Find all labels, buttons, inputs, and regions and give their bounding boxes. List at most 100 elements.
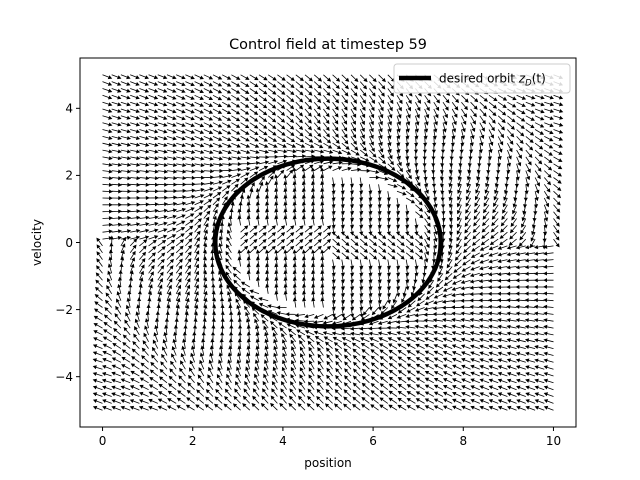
field-arrow — [166, 265, 174, 274]
field-arrow — [466, 184, 471, 194]
field-arrow — [235, 298, 241, 308]
field-arrow — [360, 168, 371, 173]
field-arrow — [461, 364, 471, 370]
field-arrow — [369, 337, 379, 343]
field-arrow — [499, 231, 508, 239]
field-arrow — [224, 388, 232, 397]
field-arrow — [304, 238, 313, 247]
field-arrow — [448, 184, 453, 195]
field-arrow — [553, 122, 564, 127]
field-arrow — [120, 149, 132, 154]
field-arrow — [120, 378, 131, 384]
field-arrow — [113, 320, 122, 329]
field-arrow — [282, 339, 287, 349]
field-arrow — [320, 249, 325, 260]
field-arrow — [258, 245, 267, 254]
field-arrow — [433, 405, 444, 411]
field-arrow — [295, 81, 304, 89]
field-arrow — [516, 163, 521, 174]
field-arrow — [283, 249, 288, 260]
field-arrow — [166, 122, 177, 127]
field-arrow — [105, 292, 113, 301]
field-arrow — [153, 332, 159, 342]
field-arrow — [323, 160, 334, 165]
field-arrow — [249, 129, 259, 136]
field-arrow — [148, 136, 159, 141]
field-arrow — [176, 108, 186, 114]
field-arrow — [260, 403, 269, 411]
field-arrow — [286, 95, 295, 103]
field-arrow — [166, 136, 177, 141]
field-arrow — [120, 108, 131, 114]
field-arrow — [139, 208, 150, 214]
field-arrow — [268, 149, 279, 154]
field-arrow — [286, 136, 296, 143]
field-arrow — [265, 187, 270, 199]
field-arrow — [159, 368, 168, 377]
field-arrow — [497, 371, 508, 377]
field-arrow — [516, 94, 527, 100]
field-arrow — [507, 156, 512, 167]
field-arrow — [124, 319, 131, 329]
field-arrow — [258, 297, 269, 302]
field-arrow — [203, 74, 214, 80]
field-arrow — [449, 211, 454, 222]
field-arrow — [92, 365, 103, 370]
field-arrow — [299, 374, 306, 384]
field-arrow — [433, 344, 444, 349]
field-arrow — [335, 361, 343, 370]
field-arrow — [553, 231, 560, 241]
field-arrow — [435, 279, 444, 288]
field-arrow — [167, 398, 177, 404]
field-arrow — [488, 385, 499, 391]
field-arrow — [397, 370, 407, 377]
field-arrow — [203, 169, 215, 174]
field-arrow — [203, 122, 214, 128]
field-arrow — [101, 371, 112, 377]
field-arrow — [227, 291, 232, 301]
field-arrow — [215, 388, 223, 397]
field-arrow — [473, 211, 481, 220]
field-arrow — [175, 304, 180, 315]
field-arrow — [198, 367, 205, 377]
field-arrow — [306, 335, 315, 343]
field-arrow — [369, 343, 379, 349]
field-arrow — [352, 403, 361, 411]
field-arrow — [185, 304, 190, 315]
field-arrow — [341, 161, 353, 166]
field-arrow — [231, 142, 241, 148]
field-arrow — [507, 129, 515, 138]
field-arrow — [168, 383, 177, 391]
field-arrow — [387, 149, 393, 160]
field-arrow — [308, 353, 315, 363]
field-arrow — [406, 343, 416, 349]
field-arrow — [534, 149, 543, 157]
field-arrow — [166, 115, 177, 121]
field-arrow — [478, 143, 483, 154]
field-arrow — [474, 204, 481, 214]
field-arrow — [176, 220, 186, 226]
field-arrow — [553, 149, 563, 155]
field-arrow — [341, 108, 348, 118]
field-arrow — [140, 362, 149, 370]
field-arrow — [516, 115, 526, 122]
field-arrow — [512, 204, 517, 215]
field-arrow — [524, 331, 536, 336]
field-arrow — [139, 162, 150, 167]
field-arrow — [175, 284, 181, 294]
field-arrow — [340, 259, 345, 270]
field-arrow — [176, 227, 186, 233]
field-arrow — [306, 403, 315, 411]
field-arrow — [543, 365, 554, 370]
field-arrow — [265, 180, 270, 192]
field-arrow — [224, 396, 232, 404]
field-arrow — [543, 385, 554, 391]
field-arrow — [290, 366, 297, 377]
field-arrow — [222, 94, 232, 101]
field-arrow — [281, 373, 287, 383]
field-arrow — [341, 101, 348, 111]
field-arrow — [129, 385, 140, 391]
field-arrow — [313, 95, 322, 104]
field-arrow — [442, 378, 453, 384]
field-arrow — [455, 245, 462, 255]
